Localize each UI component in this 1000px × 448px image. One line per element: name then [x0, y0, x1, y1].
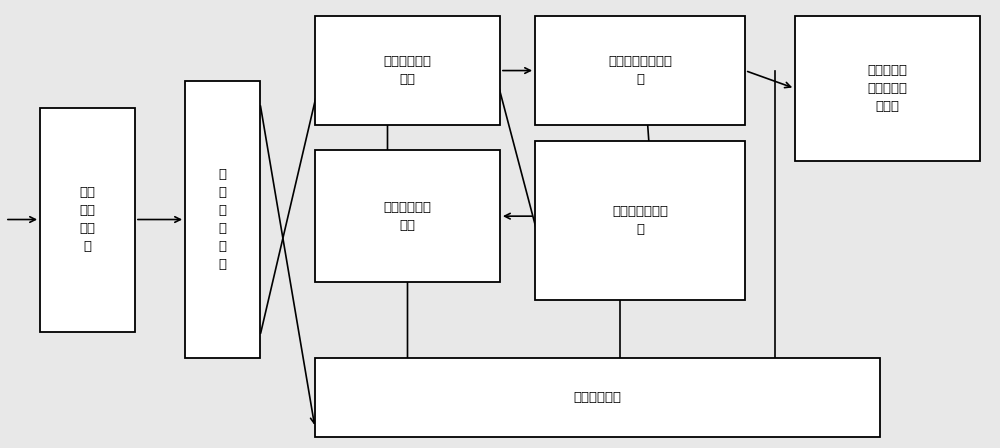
Bar	[795, 16, 980, 161]
Bar	[185, 81, 260, 358]
Text: 码间干扰判决
单元: 码间干扰判决 单元	[384, 201, 432, 232]
Bar	[535, 141, 745, 300]
Bar	[315, 16, 500, 125]
Text: 缓
存
区
延
迟
器: 缓 存 区 延 迟 器	[218, 168, 226, 271]
Text: 逻辑电平判决
单元: 逻辑电平判决 单元	[384, 55, 432, 86]
Text: 时钟恢复单元: 时钟恢复单元	[573, 391, 621, 404]
Bar	[535, 16, 745, 125]
Text: 高速
差分
比较
器: 高速 差分 比较 器	[80, 186, 96, 253]
Text: 高速时钟计数单
元: 高速时钟计数单 元	[612, 205, 668, 236]
Text: 采样时钟自适应单
元: 采样时钟自适应单 元	[608, 55, 672, 86]
Text: 串行数据与
采样时钟输
出单元: 串行数据与 采样时钟输 出单元	[868, 64, 908, 113]
Bar	[315, 150, 500, 282]
Bar	[40, 108, 135, 332]
Bar	[315, 358, 880, 437]
